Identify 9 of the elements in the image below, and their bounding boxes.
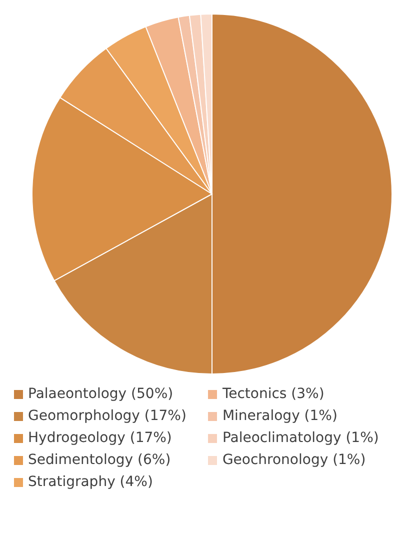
legend-label: Paleoclimatology (1%) [222,430,379,446]
legend-label: Palaeontology (50%) [28,386,174,402]
legend-label: Tectonics (3%) [222,386,324,402]
legend-label: Sedimentology (6%) [28,452,171,468]
legend-label: Geochronology (1%) [222,452,366,468]
legend-label: Hydrogeology (17%) [28,430,172,446]
legend-label: Geomorphology (17%) [28,408,186,424]
legend-label: Mineralogy (1%) [222,408,338,424]
legend-label: Stratigraphy (4%) [28,474,153,490]
